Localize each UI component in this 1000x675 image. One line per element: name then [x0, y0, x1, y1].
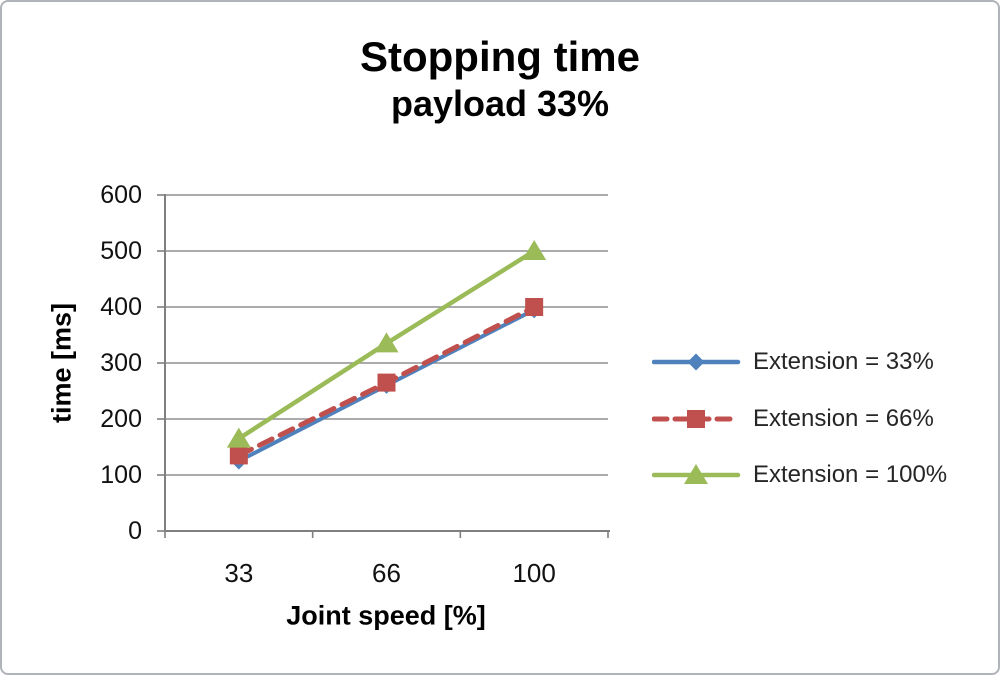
legend-label: Extension = 100%	[753, 461, 948, 488]
x-tick-label: 66	[372, 558, 401, 588]
y-tick-label: 400	[100, 293, 142, 321]
y-tick-label: 300	[100, 349, 142, 377]
legend-swatch-line-triangle-icon	[652, 464, 741, 484]
chart-legend: Extension = 33% Extension = 66% Extensio…	[652, 2, 992, 673]
chart-title: Stopping time	[360, 33, 640, 80]
legend-item-extension-33: Extension = 33%	[652, 340, 934, 384]
chart-subtitle: payload 33%	[390, 83, 610, 125]
y-tick-label: 100	[100, 461, 142, 489]
legend-item-extension-66: Extension = 66%	[652, 397, 934, 441]
legend-swatch-line-diamond-icon	[652, 353, 741, 371]
y-tick-label: 200	[100, 405, 142, 433]
legend-label: Extension = 33%	[753, 348, 934, 375]
legend-swatch-dashed-square-icon	[652, 410, 741, 428]
x-tick-label: 100	[512, 558, 556, 588]
y-axis-title: time [ms]	[46, 302, 77, 424]
y-tick-label: 600	[100, 181, 142, 209]
x-axis-title: Joint speed [%]	[286, 600, 486, 631]
legend-item-extension-100: Extension = 100%	[652, 453, 947, 497]
y-tick-label: 500	[100, 237, 142, 265]
legend-label: Extension = 66%	[753, 405, 934, 432]
y-tick-label: 0	[128, 517, 142, 545]
chart-title-block: Stopping time payload 33%	[2, 32, 998, 126]
x-tick-label: 33	[224, 558, 254, 588]
